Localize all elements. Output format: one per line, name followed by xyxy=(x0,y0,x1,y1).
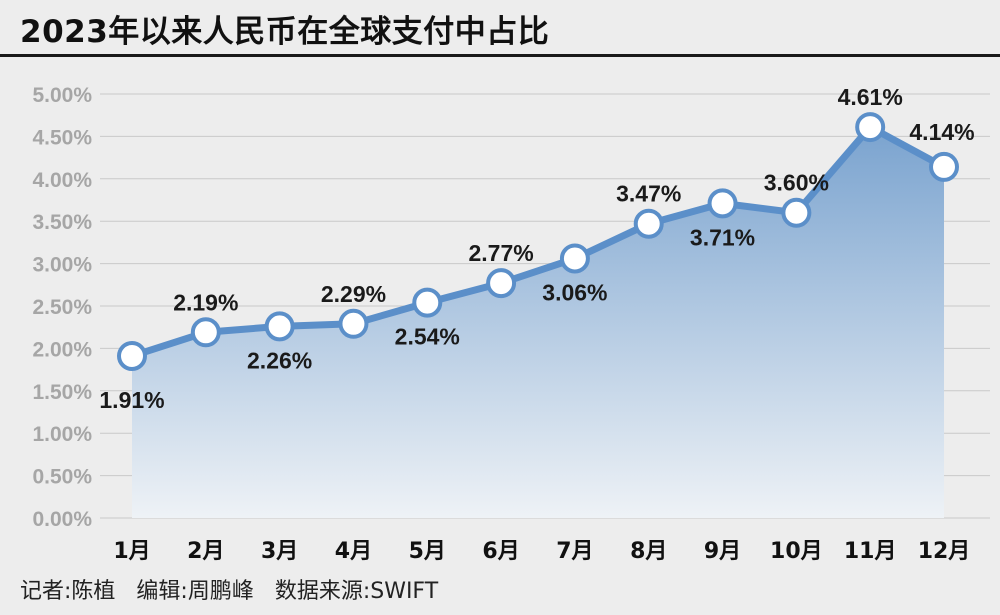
data-point xyxy=(117,341,147,372)
x-tick-label: 2月 xyxy=(187,539,224,564)
x-tick-label: 6月 xyxy=(482,539,519,564)
data-label: 2.19% xyxy=(173,289,238,315)
data-point xyxy=(412,287,443,318)
data-label: 2.54% xyxy=(395,324,460,350)
y-tick-label: 3.50% xyxy=(32,211,92,234)
data-point xyxy=(264,311,295,342)
data-label: 3.47% xyxy=(616,181,681,207)
y-tick-label: 0.00% xyxy=(32,508,92,531)
x-tick-label: 3月 xyxy=(261,539,298,564)
data-label: 1.91% xyxy=(99,387,164,413)
data-label: 4.14% xyxy=(909,119,974,145)
data-point xyxy=(781,197,812,228)
area-shape xyxy=(132,127,944,519)
y-tick-label: 2.50% xyxy=(32,296,92,319)
y-tick-label: 1.00% xyxy=(32,423,92,446)
y-tick-label: 4.00% xyxy=(32,169,92,192)
title-divider xyxy=(0,54,1000,57)
y-tick-label: 3.00% xyxy=(32,254,92,277)
data-point xyxy=(633,208,664,239)
data-point xyxy=(707,188,738,219)
data-point xyxy=(486,268,517,299)
y-axis-ticks: 0.00% 0.50% 1.00% 1.50% 2.00% 2.50% 3.00% 3.50%… xyxy=(32,84,92,531)
data-points xyxy=(117,112,959,372)
x-tick-label: 5月 xyxy=(409,539,446,564)
data-label: 2.77% xyxy=(468,240,533,266)
data-point xyxy=(338,308,369,339)
x-axis-ticks: 1月 2月 3月 4月 5月 6月 7月 8月 9月 10月 11月 12月 xyxy=(113,539,970,564)
x-tick-label: 11月 xyxy=(844,539,897,564)
x-tick-label: 7月 xyxy=(556,539,593,564)
data-label: 2.26% xyxy=(247,347,312,373)
credits-footer: 记者:陈植 编辑:周鹏峰 数据来源:SWIFT xyxy=(20,573,438,605)
x-tick-label: 10月 xyxy=(770,539,823,564)
y-tick-label: 0.50% xyxy=(32,466,92,489)
data-label: 2.29% xyxy=(321,281,386,307)
data-label: 3.06% xyxy=(542,280,607,306)
editor-credit: 编辑:周鹏峰 xyxy=(136,579,254,604)
data-label: 4.61% xyxy=(838,84,903,110)
x-tick-label: 8月 xyxy=(630,539,667,564)
x-tick-label: 9月 xyxy=(704,539,741,564)
data-label: 3.71% xyxy=(690,224,755,250)
data-label: 3.60% xyxy=(764,170,829,196)
y-tick-label: 1.50% xyxy=(32,381,92,404)
data-point xyxy=(190,317,221,348)
x-tick-label: 12月 xyxy=(918,539,971,564)
data-point xyxy=(559,243,590,274)
data-point xyxy=(855,112,886,143)
x-tick-label: 1月 xyxy=(113,539,150,564)
area-fill xyxy=(132,127,944,519)
y-tick-label: 5.00% xyxy=(32,84,92,107)
y-tick-label: 4.50% xyxy=(32,126,92,149)
y-tick-label: 2.00% xyxy=(32,338,92,361)
source-credit: 数据来源:SWIFT xyxy=(274,579,439,604)
data-point xyxy=(929,151,959,182)
x-tick-label: 4月 xyxy=(335,539,372,564)
data-labels: 1.91% 2.19% 2.26% 2.29% 2.54% 2.77% 3.06% 3.47%… xyxy=(99,84,974,413)
chart-title: 2023年以来人民币在全球支付中占比 xyxy=(20,14,550,50)
reporter-credit: 记者:陈植 xyxy=(20,579,116,604)
